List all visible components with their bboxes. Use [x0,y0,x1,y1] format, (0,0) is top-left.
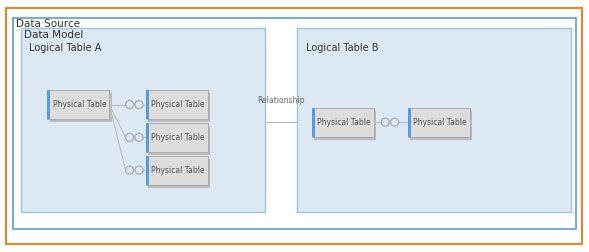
FancyBboxPatch shape [146,123,148,152]
FancyBboxPatch shape [148,126,210,155]
FancyBboxPatch shape [146,155,148,184]
FancyBboxPatch shape [146,123,207,152]
Text: Physical Table: Physical Table [413,118,467,127]
Text: Physical Table: Physical Table [53,100,107,109]
FancyBboxPatch shape [146,155,207,184]
FancyBboxPatch shape [146,90,207,119]
Text: Physical Table: Physical Table [317,118,371,127]
FancyBboxPatch shape [148,93,210,122]
FancyBboxPatch shape [312,108,373,137]
FancyBboxPatch shape [408,108,470,137]
Text: Physical Table: Physical Table [151,133,205,142]
FancyBboxPatch shape [410,111,472,140]
Text: Logical Table A: Logical Table A [29,43,102,53]
FancyBboxPatch shape [408,108,411,137]
Text: Data Model: Data Model [24,30,83,40]
FancyBboxPatch shape [6,8,582,244]
Text: Relationship: Relationship [257,96,305,105]
Text: Physical Table: Physical Table [151,100,205,109]
FancyBboxPatch shape [312,108,315,137]
FancyBboxPatch shape [50,93,112,122]
FancyBboxPatch shape [48,90,110,119]
FancyBboxPatch shape [13,18,576,229]
FancyBboxPatch shape [21,28,265,212]
FancyBboxPatch shape [148,159,210,187]
FancyBboxPatch shape [48,90,51,119]
FancyBboxPatch shape [297,28,571,212]
Text: Logical Table B: Logical Table B [306,43,379,53]
FancyBboxPatch shape [315,111,376,140]
Text: Physical Table: Physical Table [151,166,205,175]
FancyBboxPatch shape [146,90,148,119]
Text: Data Source: Data Source [16,19,81,29]
